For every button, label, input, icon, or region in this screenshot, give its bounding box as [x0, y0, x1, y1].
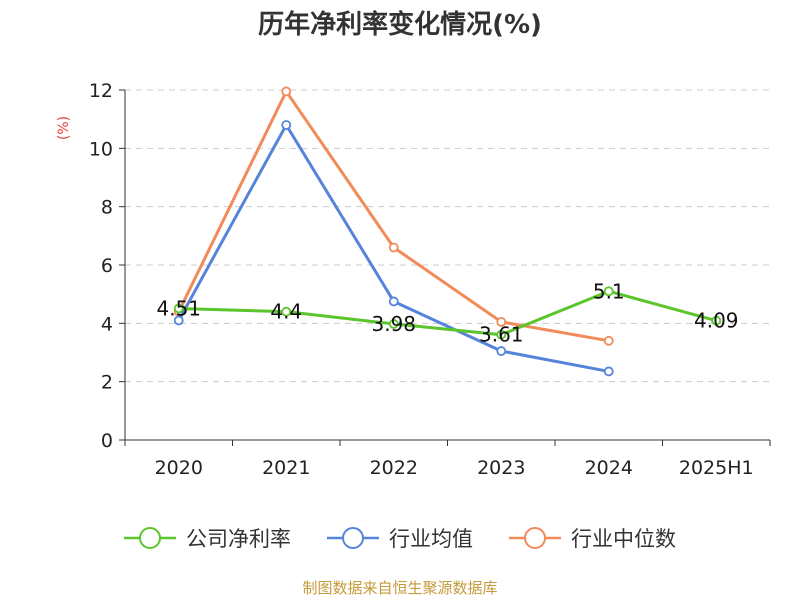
point-1-2021	[281, 120, 292, 130]
legend-marker-1	[342, 527, 364, 549]
series-line-0	[178, 289, 717, 337]
legend-item-0[interactable]: 公司净利率	[124, 527, 291, 551]
legend-marker-0	[139, 527, 161, 549]
point-0-2021	[281, 306, 292, 317]
legend-item-1[interactable]: 行业均值	[327, 527, 473, 551]
y-tick-label-6: 6	[101, 255, 113, 277]
point-1-2022	[388, 296, 399, 307]
point-1-2024	[603, 366, 614, 377]
point-1-2020	[173, 315, 184, 326]
x-tick-label-2020: 2020	[155, 457, 203, 479]
chart-title: 历年净利率变化情况(%)	[258, 9, 542, 40]
data-label-2025H1: 4.09	[694, 309, 739, 333]
legend-label-2: 行业中位数	[571, 527, 676, 551]
data-label-2024: 5.1	[593, 279, 625, 303]
y-axis-label: (%)	[56, 116, 72, 140]
series-0	[173, 286, 722, 340]
series-layer	[173, 86, 722, 377]
legend-item-2[interactable]: 行业中位数	[509, 527, 676, 551]
point-2-2023	[496, 316, 507, 327]
data-label-2020: 4.51	[156, 296, 201, 320]
point-1-2023	[496, 346, 507, 356]
point-2-2022	[388, 242, 399, 253]
data-label-2022: 3.98	[371, 312, 416, 336]
series-1	[173, 120, 614, 377]
data-label-2023: 3.61	[479, 323, 524, 347]
x-tick-label-2022: 2022	[370, 457, 418, 479]
point-0-2024	[603, 286, 614, 297]
legend-label-0: 公司净利率	[186, 527, 291, 551]
y-tick-label-10: 10	[89, 138, 113, 160]
data-labels: 4.51 4.4 3.98 3.61 5.1 4.09	[156, 279, 738, 346]
y-tick-label-4: 4	[101, 313, 113, 335]
legend-marker-2	[524, 527, 546, 549]
point-0-2022	[388, 319, 399, 329]
axes: 0 2 4 6 8 10 12 2020 2021 2022 2023 2024 2025H1	[89, 80, 771, 479]
data-label-2021: 4.4	[270, 300, 302, 324]
point-0-2025H1	[711, 315, 722, 326]
point-2-2024	[603, 335, 614, 346]
y-tick-label-0: 0	[101, 430, 113, 452]
point-0-2023	[496, 329, 507, 340]
x-tick-label-2025H1: 2025H1	[679, 457, 754, 479]
y-tick-label-12: 12	[89, 80, 113, 102]
y-tick-label-2: 2	[101, 372, 113, 394]
point-0-2020	[173, 303, 184, 314]
grid-lines	[125, 89, 770, 383]
legend[interactable]: 公司净利率 行业均值 行业中位数	[124, 527, 676, 551]
data-source-note: 制图数据来自恒生聚源数据库	[302, 579, 498, 597]
x-tick-label-2021: 2021	[262, 457, 310, 479]
x-tick-label-2024: 2024	[585, 457, 633, 479]
x-tick-label-2023: 2023	[477, 457, 525, 479]
legend-label-1: 行业均值	[389, 527, 473, 551]
y-tick-label-8: 8	[101, 197, 113, 219]
point-2-2021	[281, 86, 292, 97]
